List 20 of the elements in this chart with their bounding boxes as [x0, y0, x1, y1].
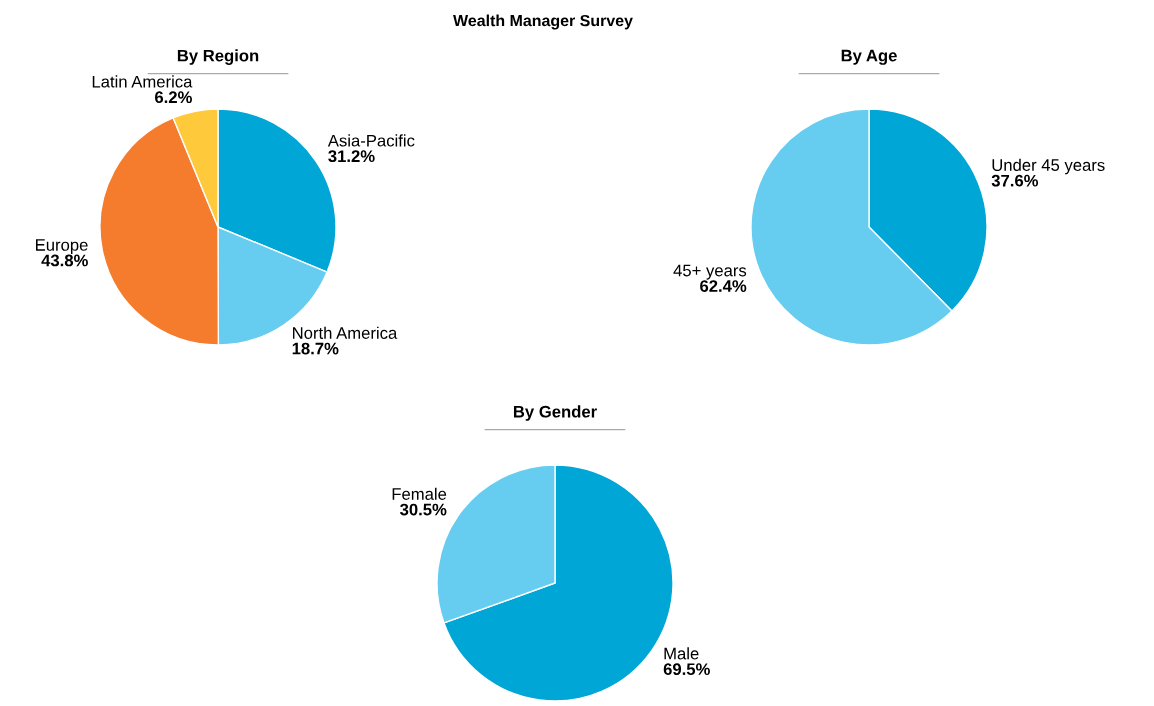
data-label: 37.6% [991, 174, 1039, 187]
slice-label: Europe [36, 239, 88, 255]
data-label: 62.4% [700, 280, 747, 292]
slice-label: Latin America [92, 75, 193, 88]
data-label: 6.2% [155, 91, 192, 104]
slice-label: Female [392, 487, 447, 500]
slice-label: Male [664, 647, 699, 660]
slice-label: 45+ years [673, 264, 747, 280]
slice-label: Asia-Pacific [327, 134, 415, 147]
slice-label: Under 45 years [992, 158, 1105, 175]
data-label: 31.2% [328, 150, 375, 163]
data-label: 18.7% [292, 342, 339, 355]
chart-title: By Region [177, 49, 259, 65]
chart-title: By Gender [513, 405, 597, 421]
data-label: 43.8% [41, 254, 88, 267]
slice-label: North America [293, 326, 398, 339]
chart-title: By Age [841, 49, 897, 65]
text: Wealth Manager Survey [453, 14, 633, 30]
data-label: 30.5% [400, 503, 447, 516]
data-label: 69.5% [663, 663, 710, 676]
